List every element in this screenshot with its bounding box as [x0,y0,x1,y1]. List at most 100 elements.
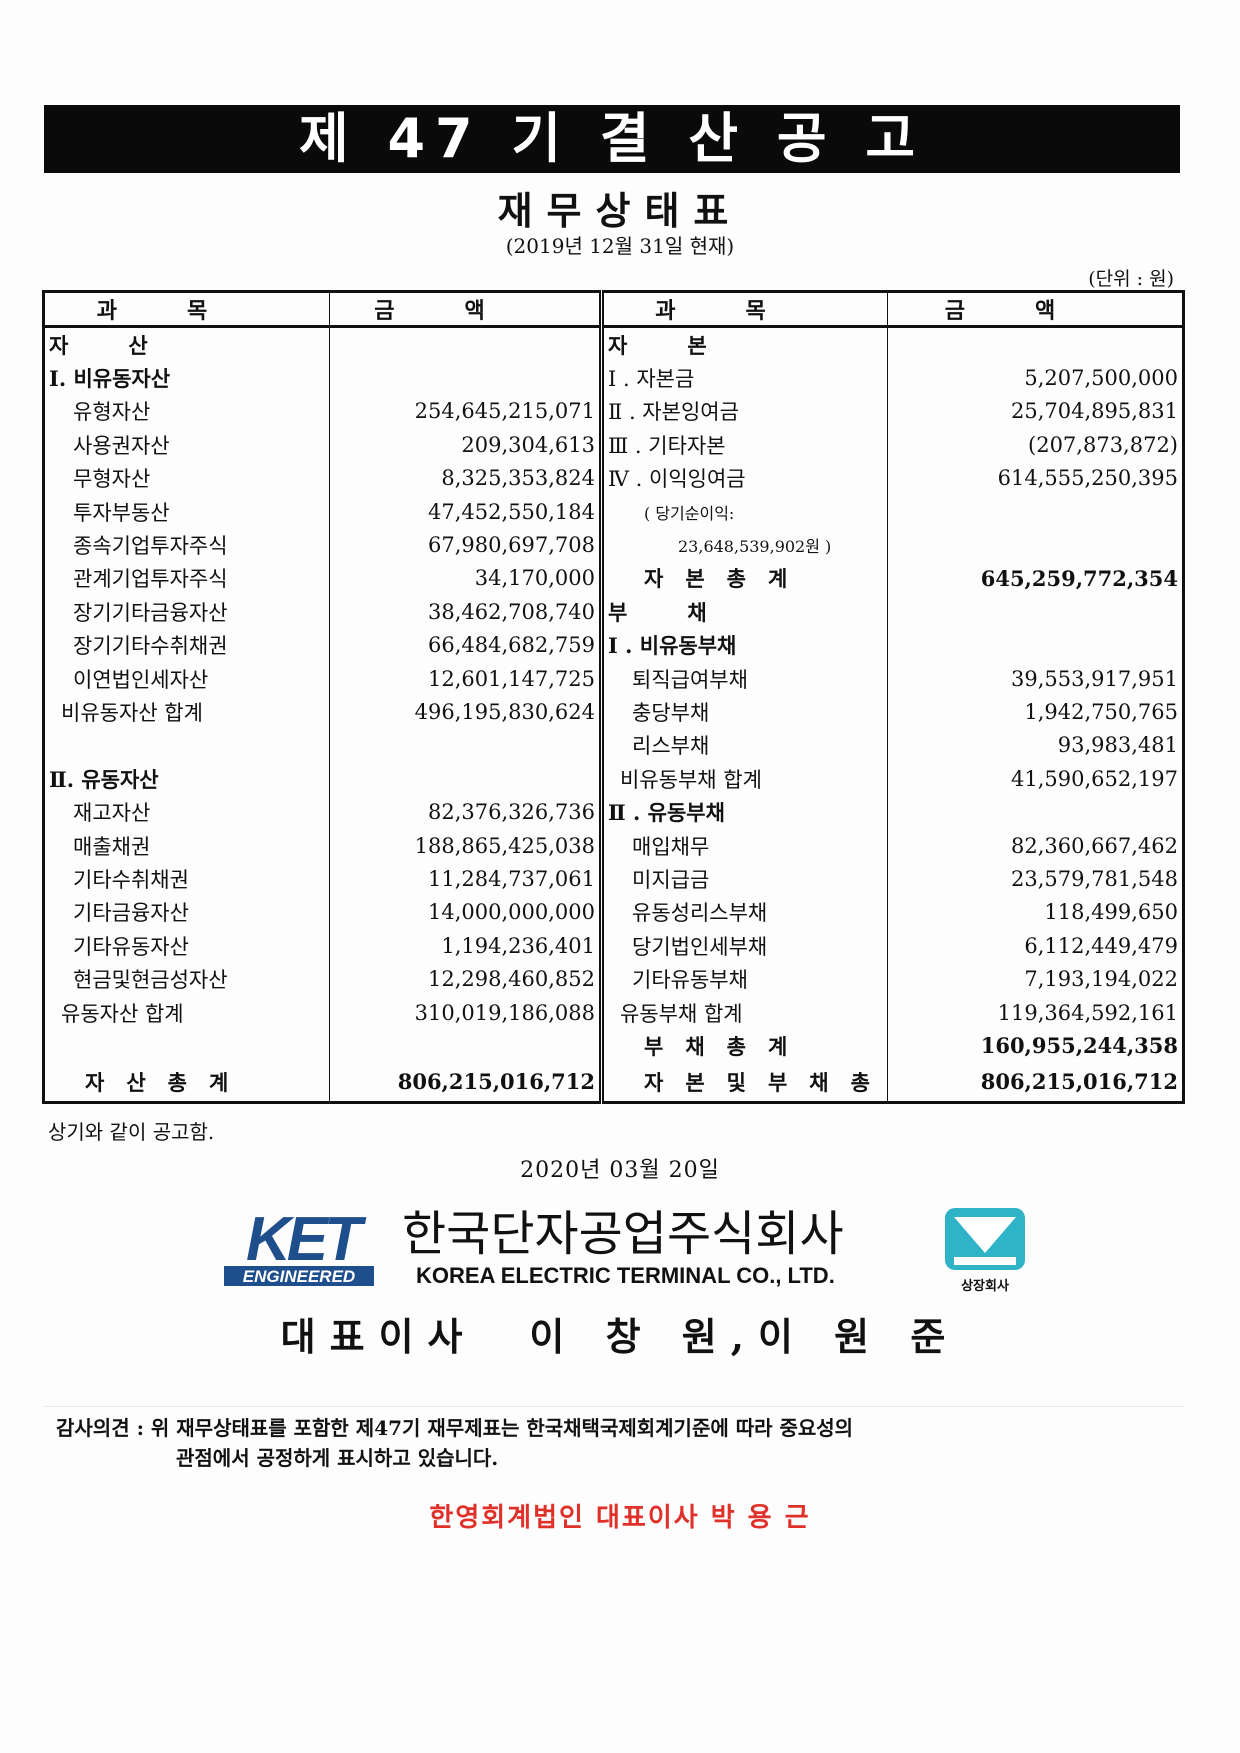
account-right: Ⅱ . 유동부채 [601,795,888,829]
col-header-amount-right: 금액 [887,291,1184,328]
ket-logo: KET ENGINEERED [224,1208,374,1286]
amount-left: 12,298,460,852 [329,962,604,996]
amount-right: 806,215,016,712 [887,1062,1184,1103]
amount-right: 7,193,194,022 [887,962,1184,996]
unit-label: (단위 : 원) [1088,268,1174,290]
amount-right: 614,555,250,395 [887,461,1184,495]
table-row: 부채총계 160,955,244,358 [43,1029,1184,1063]
amount-left: 209,304,613 [329,428,604,462]
table-row: 장기기타수취채권 66,484,682,759 Ⅰ . 비유동부채 [43,628,1184,662]
statement-title: 재무상태표 [497,188,743,233]
table-row: 이연법인세자산 12,601,147,725 퇴직급여부채 39,553,917,95… [43,661,1184,696]
amount-left: 1,194,236,401 [329,929,604,963]
account-right: 당기법인세부채 [601,929,888,963]
amount-left: 254,645,215,071 [329,394,604,429]
amount-left: 14,000,000,000 [329,895,604,930]
account-right: 매입채무 [601,828,888,863]
audit-opinion-line-2: 관점에서 공정하게 표시하고 있습니다. [176,1446,499,1470]
amount-left: 47,452,550,184 [329,494,604,529]
ceo-names: 이 창 원,이 원 준 [529,1314,960,1359]
col-header-account-right: 과목 [601,291,888,328]
notice-title: 제 47 기 결 산 공 고 [44,105,1180,173]
table-row: 자산총계806,215,016,712자본및부채총계806,215,016,71… [43,1062,1184,1103]
col-header-account-left: 과목 [43,291,330,328]
amount-right: 118,499,650 [887,895,1184,930]
amount-left: 310,019,186,088 [329,995,604,1030]
account-right: Ⅲ . 기타자본 [601,428,888,462]
account-left: 종속기업투자주식 [43,528,330,562]
amount-left: 188,865,425,038 [329,828,604,863]
account-right: 자본총계 [601,561,888,596]
account-left: 투자부동산 [43,494,330,529]
account-left: Ⅰ. 비유동자산 [43,361,330,395]
amount-right [887,795,1184,829]
account-left: 유동자산 합계 [43,995,330,1030]
amount-right: 93,983,481 [887,728,1184,763]
amount-left: 66,484,682,759 [329,628,604,662]
amount-right: 39,553,917,951 [887,661,1184,696]
table-header: 과목 금액 과목 금액 [43,291,1184,328]
account-right: 자본 [601,326,888,362]
account-left: 관계기업투자주식 [43,561,330,596]
amount-right: 645,259,772,354 [887,561,1184,596]
amount-left: 34,170,000 [329,561,604,596]
table-row: 기타유동자산 1,194,236,401 당기법인세부채 6,112,449,479 [43,929,1184,963]
account-left: 사용권자산 [43,428,330,462]
listed-company-label: 상장회사 [961,1279,1009,1294]
account-right: 퇴직급여부채 [601,661,888,696]
col-header-amount-left: 금액 [329,291,604,328]
divider [44,1406,1184,1407]
account-left: Ⅱ. 유동자산 [43,762,330,796]
account-left [43,1029,330,1063]
amount-left: 67,980,697,708 [329,528,604,562]
account-left: 재고자산 [43,795,330,829]
table-row: 유동자산 합계 310,019,186,088 유동부채 합계 119,364,592… [43,995,1184,1030]
table-row: 투자부동산 47,452,550,184( 당기순이익: [43,494,1184,529]
amount-left [329,361,604,395]
account-left: 기타수취채권 [43,862,330,896]
account-left: 무형자산 [43,461,330,495]
account-left: 자산 [43,326,330,362]
account-left: 자산총계 [43,1062,330,1103]
balance-sheet-table: 과목 금액 과목 금액 자산 자본 Ⅰ. 비유동자산 Ⅰ . 자본금 5,207,500… [42,290,1185,1104]
account-right: 충당부채 [601,695,888,729]
ceo-line: 대표이사 이 창 원,이 원 준 [0,1306,1240,1361]
table-row: 재고자산 82,376,326,736 Ⅱ . 유동부채 [43,795,1184,829]
account-left: 매출채권 [43,828,330,863]
account-left [43,728,330,763]
amount-right: 160,955,244,358 [887,1029,1184,1063]
audit-opinion-line-1: 감사의견 : 위 재무상태표를 포함한 제47기 재무제표는 한국채택국제회계기… [56,1416,854,1440]
publication-date: 2020년 03월 20일 [520,1158,720,1183]
account-left: 이연법인세자산 [43,661,330,696]
account-left: 비유동자산 합계 [43,695,330,729]
amount-right: 1,942,750,765 [887,695,1184,729]
amount-right [887,528,1184,562]
amount-right: 23,579,781,548 [887,862,1184,896]
as-of-date: (2019년 12월 31일 현재) [505,234,735,258]
amount-left [329,762,604,796]
closing-statement: 상기와 같이 공고함. [48,1120,215,1144]
amount-right: 6,112,449,479 [887,929,1184,963]
table-row: 현금및현금성자산 12,298,460,852 기타유동부채 7,193,194,02… [43,962,1184,996]
account-right: 비유동부채 합계 [601,762,888,796]
account-right: Ⅰ . 자본금 [601,361,888,395]
table-row: 기타금융자산 14,000,000,000 유동성리스부채 118,499,650 [43,895,1184,930]
amount-right [887,595,1184,629]
amount-left: 806,215,016,712 [329,1062,604,1103]
amount-left [329,1029,604,1063]
account-right: Ⅱ . 자본잉여금 [601,394,888,429]
table-row: 장기기타금융자산 38,462,708,740 부채 [43,595,1184,629]
company-name-english: KOREA ELECTRIC TERMINAL CO., LTD. [416,1263,835,1288]
amount-left: 8,325,353,824 [329,461,604,495]
amount-right: 25,704,895,831 [887,394,1184,429]
amount-left [329,728,604,763]
table-row: Ⅱ. 유동자산 비유동부채 합계 41,590,652,197 [43,762,1184,796]
account-right: 23,648,539,902원 ) [601,528,888,562]
company-name-korean: 한국단자공업주식회사 [402,1206,844,1262]
amount-right [887,326,1184,362]
table-row: 무형자산 8,325,353,824 Ⅳ . 이익잉여금 614,555,250,39… [43,461,1184,495]
account-right: 부채총계 [601,1029,888,1063]
table-row: 사용권자산 209,304,613 Ⅲ . 기타자본 (207,873,872) [43,428,1184,462]
table-row: 관계기업투자주식 34,170,000 자본총계 645,259,772,354 [43,561,1184,596]
account-left: 유형자산 [43,394,330,429]
